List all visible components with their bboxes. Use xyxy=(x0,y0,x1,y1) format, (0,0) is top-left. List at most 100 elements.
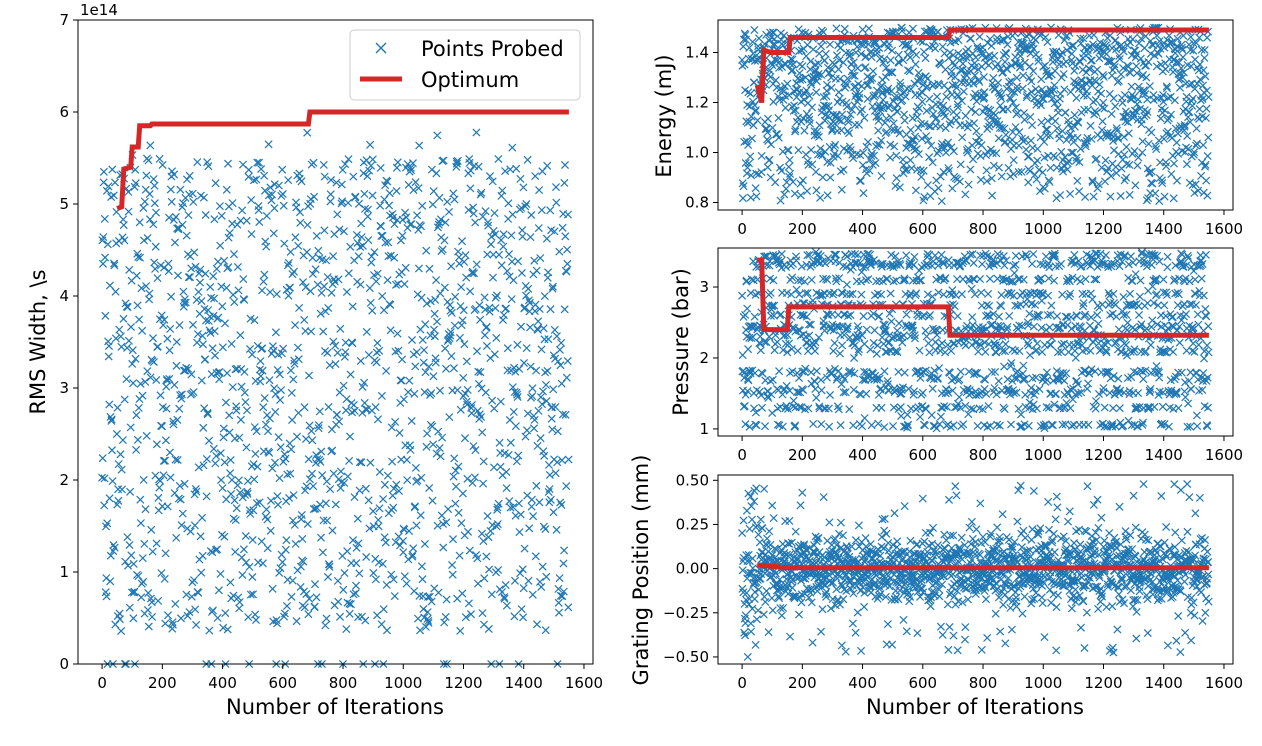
rms-probe-point xyxy=(186,527,195,536)
rms-probe-point xyxy=(304,610,313,619)
rms-y-tick-label: 5 xyxy=(59,195,69,213)
rms-probe-point xyxy=(281,454,290,463)
rms-probe-point xyxy=(230,298,239,307)
rms-probe-point xyxy=(288,415,297,425)
rms-probe-point xyxy=(274,181,283,190)
rms-probe-point xyxy=(166,324,175,333)
rms-probe-point xyxy=(290,356,299,365)
rms-probe-point xyxy=(185,608,194,617)
rms-probe-point xyxy=(219,623,228,632)
rms-probe-point xyxy=(283,261,292,270)
rms-probe-point xyxy=(284,291,293,300)
rms-probe-point xyxy=(391,280,401,289)
rms-probe-point xyxy=(243,489,252,498)
rms-probe-point xyxy=(131,354,140,363)
rms-probe-point xyxy=(172,533,181,542)
rms-probe-point xyxy=(157,311,166,320)
rms-probe-point xyxy=(270,384,279,393)
rms-probe-point xyxy=(156,391,165,400)
rms-probe-point xyxy=(249,506,258,515)
rms-probe-point xyxy=(125,265,134,274)
rms-probe-point xyxy=(222,283,231,292)
rms-probe-point xyxy=(373,338,382,348)
rms-probe-point xyxy=(194,287,203,296)
rms-probe-point xyxy=(353,238,362,248)
rms-probe-point xyxy=(375,346,384,355)
rms-probe-point xyxy=(184,364,193,373)
rms-probe-point xyxy=(239,275,248,284)
rms-probe-point xyxy=(383,276,392,285)
rms-probe-point xyxy=(101,311,110,320)
rms-x-tick-label: 600 xyxy=(268,674,297,692)
rms-probe-point xyxy=(242,216,251,225)
rms-probe-point xyxy=(272,290,281,299)
rms-probe-point xyxy=(338,197,347,206)
rms-probe-point xyxy=(217,282,226,291)
rms-probe-point xyxy=(153,274,162,283)
rms-probe-point xyxy=(286,469,295,478)
rms-probe-point xyxy=(160,456,170,465)
rms-probe-point xyxy=(294,355,303,364)
rms-x-tick-label: 1600 xyxy=(565,674,603,692)
rms-x-tick-label: 0 xyxy=(97,674,107,692)
rms-probe-point xyxy=(373,611,382,620)
rms-probe-point xyxy=(311,265,320,274)
rms-probe-point xyxy=(197,376,206,385)
rms-probe-point xyxy=(360,204,370,213)
rms-probe-point xyxy=(314,246,323,255)
energy-y-tick-label: 0.8 xyxy=(685,194,709,212)
pressure-x-tick-label: 600 xyxy=(908,446,937,464)
rms-probe-point xyxy=(304,371,314,380)
rms-probe-point xyxy=(100,501,109,510)
rms-probe-point xyxy=(373,269,382,278)
rms-probe-point xyxy=(381,181,390,190)
rms-probe-point xyxy=(346,370,355,379)
legend-points-label: Points Probed xyxy=(421,37,564,61)
rms-probe-point xyxy=(238,570,247,580)
rms-probe-point xyxy=(274,433,283,442)
rms-probe-point xyxy=(334,275,343,284)
rms-probe-point xyxy=(151,242,160,251)
rms-probe-point xyxy=(289,491,298,500)
rms-probe-point xyxy=(136,495,145,504)
rms-probe-point xyxy=(127,588,136,597)
rms-probe-point xyxy=(313,280,322,289)
rms-probe-point xyxy=(371,403,380,412)
rms-probe-point xyxy=(344,269,353,278)
rms-probe-point xyxy=(124,207,133,216)
rms-probe-point xyxy=(102,592,111,601)
rms-probe-point xyxy=(292,432,302,441)
rms-probe-point xyxy=(276,564,285,573)
rms-probe-point xyxy=(287,445,296,454)
rms-y-tick-label: 6 xyxy=(59,103,69,121)
rms-probe-point xyxy=(146,373,155,382)
rms-probe-point xyxy=(250,475,259,484)
rms-probe-point xyxy=(119,314,128,323)
rms-probe-point xyxy=(151,264,160,273)
rms-probe-point xyxy=(282,536,291,545)
rms-probe-point xyxy=(381,538,390,547)
rms-probe-point xyxy=(306,287,315,296)
rms-probe-point xyxy=(351,581,361,590)
rms-probe-point xyxy=(292,617,301,626)
rms-probe-point xyxy=(323,516,332,525)
rms-probe-point xyxy=(223,625,232,634)
rms-probe-point xyxy=(332,410,342,419)
rms-probe-point xyxy=(123,533,132,542)
rms-probe-point xyxy=(189,197,198,206)
rms-probe-point xyxy=(124,336,133,345)
rms-y-tick-label: 1 xyxy=(59,563,69,581)
rms-probe-point xyxy=(215,367,224,376)
rms-probe-point xyxy=(271,407,280,416)
rms-probe-point xyxy=(362,552,371,562)
rms-x-tick-label: 1400 xyxy=(505,674,543,692)
rms-probe-point xyxy=(389,484,398,493)
rms-probe-point xyxy=(128,359,137,368)
energy-x-tick-label: 600 xyxy=(908,220,937,238)
rms-probe-point xyxy=(344,155,353,164)
rms-probe-point xyxy=(124,187,133,196)
rms-probe-point xyxy=(116,332,125,341)
rms-probe-point xyxy=(201,269,210,278)
rms-probe-point xyxy=(369,507,378,516)
rms-probe-point xyxy=(269,229,278,238)
